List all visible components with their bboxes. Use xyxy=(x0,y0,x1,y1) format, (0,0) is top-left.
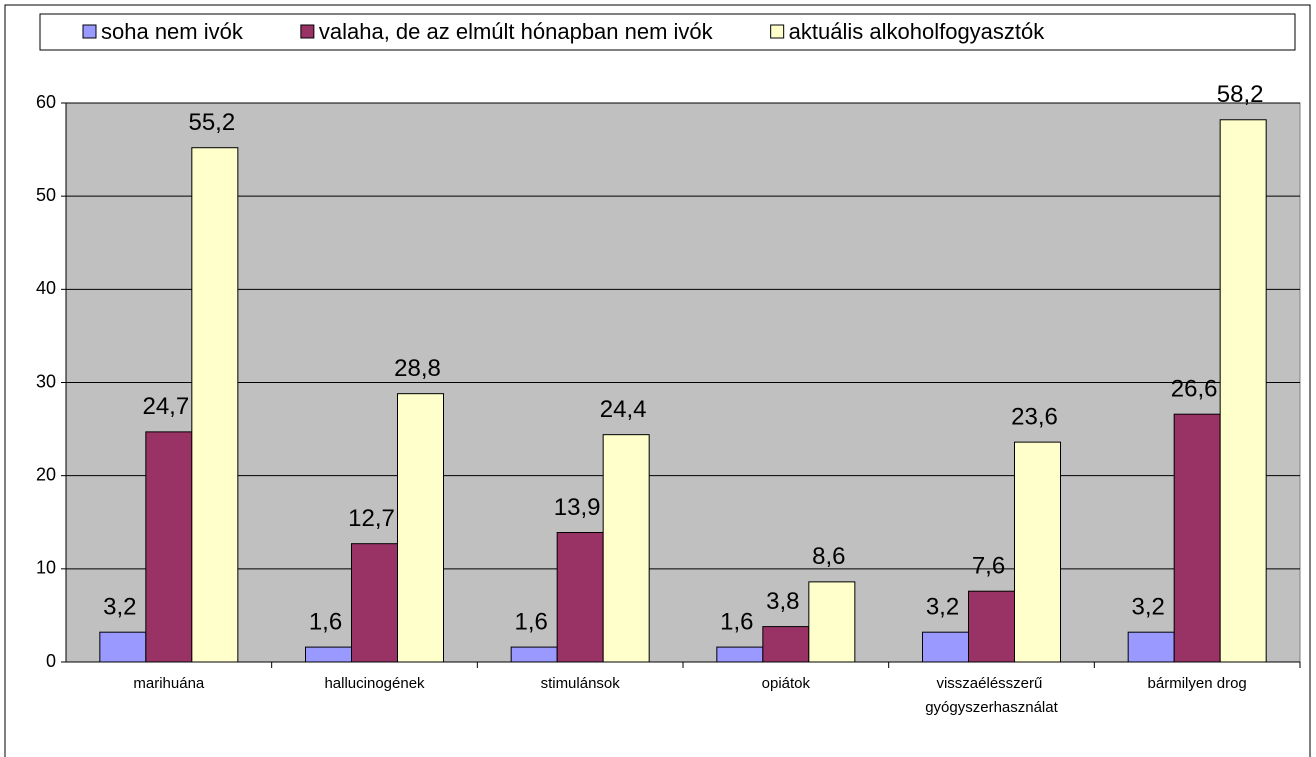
legend-box xyxy=(39,13,1296,51)
data-label: 58,2 xyxy=(1217,81,1264,108)
data-label: 12,7 xyxy=(348,505,395,532)
legend-swatch xyxy=(82,24,97,39)
data-label: 3,2 xyxy=(103,594,136,621)
data-label: 28,8 xyxy=(394,355,441,382)
y-tick-label: 30 xyxy=(36,371,56,391)
legend-label: valaha, de az elmúlt hónapban nem ivók xyxy=(319,19,714,44)
bar xyxy=(1219,119,1267,663)
bar xyxy=(968,590,1015,663)
bar xyxy=(305,646,352,663)
bar xyxy=(808,581,856,663)
bar xyxy=(602,434,650,663)
bar xyxy=(716,646,764,663)
data-label: 23,6 xyxy=(1011,403,1058,430)
data-label: 55,2 xyxy=(188,109,235,136)
bar xyxy=(397,393,444,663)
bar xyxy=(762,626,810,663)
y-tick-label: 20 xyxy=(36,464,56,484)
x-tick-label: stimulánsok xyxy=(541,675,621,692)
data-label: 13,9 xyxy=(554,494,601,521)
data-label: 7,6 xyxy=(972,553,1005,580)
bar xyxy=(1127,631,1175,663)
x-tick-label: marihuána xyxy=(133,675,205,692)
data-label: 1,6 xyxy=(309,608,342,635)
bar xyxy=(556,531,604,663)
y-tick-label: 50 xyxy=(36,185,56,205)
legend-label: soha nem ivók xyxy=(101,19,244,44)
bar xyxy=(922,631,969,663)
bar xyxy=(1173,413,1221,663)
x-tick-label: bármilyen drog xyxy=(1148,675,1247,692)
data-label: 24,7 xyxy=(142,393,189,420)
bar xyxy=(145,431,193,663)
legend-swatch xyxy=(770,24,785,39)
bar xyxy=(351,543,398,663)
bar xyxy=(1014,441,1061,663)
data-label: 26,6 xyxy=(1171,376,1218,403)
x-tick-label: hallucinogének xyxy=(324,675,425,692)
data-label: 24,4 xyxy=(600,396,647,423)
bar xyxy=(99,631,147,663)
data-label: 3,8 xyxy=(766,588,799,615)
legend-swatch xyxy=(300,24,315,39)
y-tick-label: 60 xyxy=(36,92,56,112)
x-tick-label: opiátok xyxy=(762,675,811,692)
data-label: 3,2 xyxy=(926,594,959,621)
bar xyxy=(510,646,558,663)
data-label: 1,6 xyxy=(720,608,753,635)
bar xyxy=(191,147,239,663)
y-tick-label: 0 xyxy=(46,651,56,671)
legend-label: aktuális alkoholfogyasztók xyxy=(789,19,1046,44)
data-label: 3,2 xyxy=(1131,594,1164,621)
data-label: 8,6 xyxy=(812,543,845,570)
x-tick-label: visszaélésszerű gyógyszerhasználat xyxy=(925,675,1058,716)
data-label: 1,6 xyxy=(514,608,547,635)
y-tick-label: 40 xyxy=(36,278,56,298)
y-tick-label: 10 xyxy=(36,558,56,578)
